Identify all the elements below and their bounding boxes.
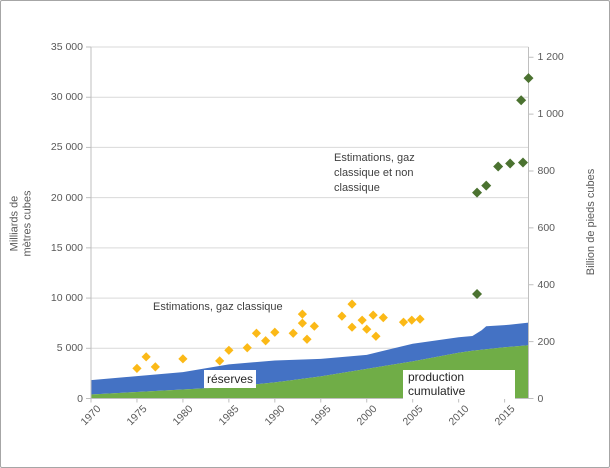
x-tick-label: 1970 (78, 402, 104, 428)
y-right-tick-label: 400 (537, 278, 556, 291)
y-left-tick-label: 30 000 (50, 91, 83, 104)
point-estimation-gaz-classique (347, 299, 357, 309)
label-production-line-1: production (408, 370, 465, 384)
point-estimation-gaz-classique (302, 334, 312, 344)
y-left-tick-label: 20 000 (50, 191, 83, 204)
x-tick-label: 2015 (492, 402, 518, 428)
annotation-gaz-non-classique-line-3: classique (334, 182, 380, 194)
point-estimation-gaz-non-classique (517, 157, 528, 168)
left-axis-title-line-1: Milliards de (8, 195, 21, 252)
x-tick-label: 1980 (170, 402, 196, 428)
point-estimation-gaz-non-classique (505, 158, 516, 169)
y-left-tick-label: 25 000 (50, 141, 83, 154)
point-estimation-gaz-non-classique (472, 187, 483, 198)
point-estimation-gaz-classique (141, 352, 151, 362)
y-right-tick-label: 1 000 (537, 108, 564, 121)
y-right-tick-label: 0 (537, 392, 544, 405)
point-estimation-gaz-non-classique (493, 161, 504, 172)
point-estimation-gaz-classique (224, 345, 234, 355)
point-estimation-gaz-classique (132, 363, 142, 373)
point-estimation-gaz-classique (371, 331, 381, 341)
y-left-tick-label: 5 000 (56, 342, 83, 355)
x-tick-label: 1975 (124, 402, 150, 428)
x-tick-label: 1990 (262, 402, 288, 428)
annotation-gaz-non-classique-line-2: classique et non (334, 167, 414, 179)
point-estimation-gaz-classique (251, 328, 262, 338)
x-tick-label: 2000 (354, 402, 380, 428)
point-estimation-gaz-classique (297, 318, 307, 328)
point-estimation-gaz-non-classique (481, 180, 492, 191)
x-tick-label: 1985 (216, 402, 242, 428)
x-tick-label: 1995 (308, 402, 334, 428)
point-estimation-gaz-classique (178, 354, 188, 364)
point-estimation-gaz-non-classique (516, 95, 527, 106)
point-estimation-gaz-non-classique (523, 73, 534, 84)
right-axis-title: Billion de pieds cubes (585, 168, 597, 276)
point-estimation-gaz-classique (270, 327, 280, 337)
point-estimation-gaz-classique (407, 315, 417, 325)
point-estimation-gaz-classique (357, 315, 367, 325)
point-estimation-gaz-classique (362, 324, 372, 334)
annotation-gaz-non-classique: Estimations, gaz classique et non classi… (334, 151, 444, 196)
left-axis-title: Milliards de mètres cubes (9, 129, 36, 319)
y-left-tick-label: 0 (77, 392, 83, 405)
y-right-tick-label: 1 200 (537, 51, 564, 64)
point-estimation-gaz-classique (150, 362, 160, 372)
left-axis-title-line-2: mètres cubes (21, 190, 34, 257)
point-estimation-gaz-classique (288, 328, 298, 338)
point-estimation-gaz-classique (242, 343, 252, 353)
x-tick-label: 2010 (446, 402, 472, 428)
x-tick-label: 2005 (400, 402, 426, 428)
label-production-line-2: cumulative (408, 383, 466, 398)
point-estimation-gaz-classique (398, 317, 409, 327)
point-estimation-gaz-classique (368, 310, 378, 320)
y-right-tick-label: 200 (537, 335, 556, 348)
y-left-tick-label: 10 000 (50, 292, 83, 305)
point-estimation-gaz-classique (215, 356, 225, 366)
point-estimation-gaz-classique (261, 336, 271, 346)
y-right-tick-label: 600 (537, 221, 556, 234)
y-left-tick-label: 15 000 (50, 241, 83, 254)
point-estimation-gaz-non-classique (472, 289, 483, 300)
label-reserves: réserves (204, 370, 256, 388)
point-estimation-gaz-classique (337, 311, 347, 321)
point-estimation-gaz-classique (297, 309, 307, 319)
area-reserves (91, 322, 529, 395)
point-estimation-gaz-classique (347, 322, 357, 332)
label-production-cumulative: production cumulative (403, 370, 515, 399)
y-left-tick-label: 35 000 (50, 41, 83, 53)
annotation-gaz-non-classique-line-1: Estimations, gaz (334, 152, 415, 164)
point-estimation-gaz-classique (415, 314, 425, 324)
point-estimation-gaz-classique (309, 321, 319, 331)
y-right-tick-label: 800 (537, 164, 556, 177)
point-estimation-gaz-classique (378, 313, 388, 323)
annotation-gaz-classique: Estimations, gaz classique (153, 301, 283, 313)
